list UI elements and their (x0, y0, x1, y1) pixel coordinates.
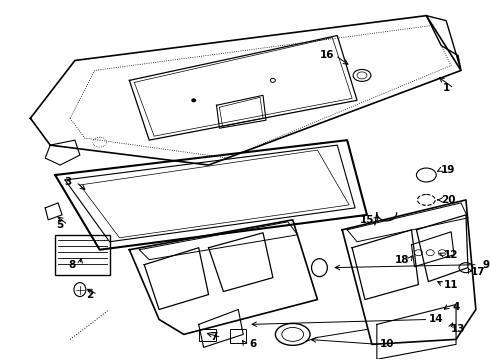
Text: 10: 10 (379, 339, 394, 349)
Bar (55, 235, 110, 275)
Text: 5: 5 (56, 220, 64, 230)
Bar (230, 329, 246, 343)
Text: 9: 9 (482, 260, 490, 270)
Text: 8: 8 (68, 260, 75, 270)
Text: 6: 6 (249, 339, 257, 349)
Text: 7: 7 (210, 332, 217, 342)
Text: 12: 12 (444, 250, 458, 260)
Text: 16: 16 (320, 50, 335, 60)
Text: 2: 2 (86, 289, 94, 300)
Text: 19: 19 (441, 165, 455, 175)
Text: 1: 1 (442, 84, 450, 93)
Text: 20: 20 (441, 195, 455, 205)
Text: 14: 14 (429, 314, 443, 324)
Text: 4: 4 (452, 302, 460, 311)
Text: 15: 15 (360, 215, 374, 225)
Text: 3: 3 (64, 177, 72, 187)
Text: 17: 17 (470, 267, 485, 276)
Ellipse shape (191, 98, 196, 102)
Text: 18: 18 (394, 255, 409, 265)
Text: 13: 13 (451, 324, 465, 334)
Text: 11: 11 (444, 280, 458, 289)
Bar (198, 329, 217, 341)
